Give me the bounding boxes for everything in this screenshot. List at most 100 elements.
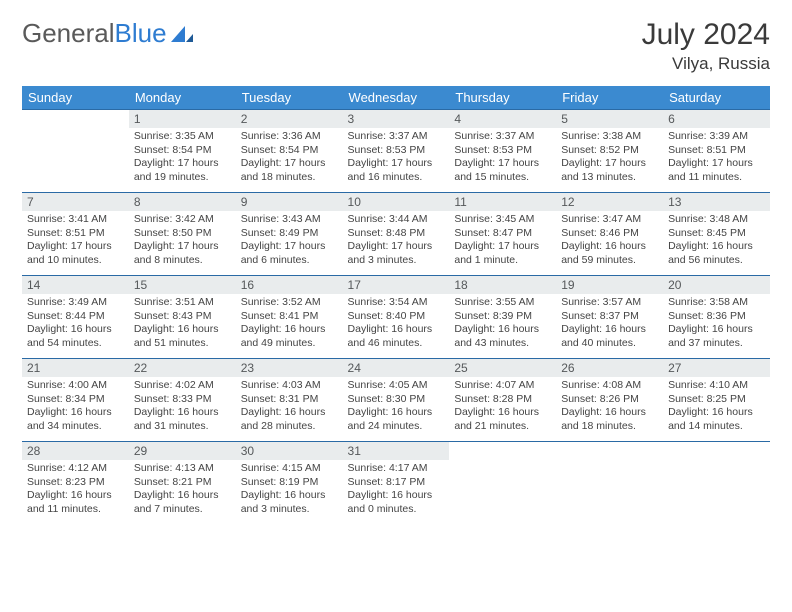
calendar-day-cell: 7Sunrise: 3:41 AMSunset: 8:51 PMDaylight… bbox=[22, 193, 129, 276]
day-number: 11 bbox=[449, 193, 556, 211]
calendar-week-row: 28Sunrise: 4:12 AMSunset: 8:23 PMDayligh… bbox=[22, 442, 770, 525]
day-number: 16 bbox=[236, 276, 343, 294]
day-number: 27 bbox=[663, 359, 770, 377]
month-title: July 2024 bbox=[642, 18, 770, 52]
day-number: 13 bbox=[663, 193, 770, 211]
day-details: Sunrise: 3:37 AMSunset: 8:53 PMDaylight:… bbox=[343, 128, 450, 189]
day-number bbox=[663, 442, 770, 460]
calendar-day-cell: 10Sunrise: 3:44 AMSunset: 8:48 PMDayligh… bbox=[343, 193, 450, 276]
day-number bbox=[556, 442, 663, 460]
day-number: 9 bbox=[236, 193, 343, 211]
day-details: Sunrise: 4:00 AMSunset: 8:34 PMDaylight:… bbox=[22, 377, 129, 438]
day-details: Sunrise: 4:13 AMSunset: 8:21 PMDaylight:… bbox=[129, 460, 236, 521]
calendar-day-cell: 24Sunrise: 4:05 AMSunset: 8:30 PMDayligh… bbox=[343, 359, 450, 442]
day-number: 26 bbox=[556, 359, 663, 377]
weekday-header: Sunday bbox=[22, 86, 129, 110]
day-number: 5 bbox=[556, 110, 663, 128]
day-number: 1 bbox=[129, 110, 236, 128]
day-number bbox=[22, 110, 129, 128]
day-number: 30 bbox=[236, 442, 343, 460]
calendar-day-cell: 21Sunrise: 4:00 AMSunset: 8:34 PMDayligh… bbox=[22, 359, 129, 442]
day-details: Sunrise: 3:52 AMSunset: 8:41 PMDaylight:… bbox=[236, 294, 343, 355]
calendar-day-cell: 17Sunrise: 3:54 AMSunset: 8:40 PMDayligh… bbox=[343, 276, 450, 359]
day-details: Sunrise: 3:57 AMSunset: 8:37 PMDaylight:… bbox=[556, 294, 663, 355]
calendar-day-cell: 15Sunrise: 3:51 AMSunset: 8:43 PMDayligh… bbox=[129, 276, 236, 359]
day-number: 28 bbox=[22, 442, 129, 460]
day-details: Sunrise: 3:54 AMSunset: 8:40 PMDaylight:… bbox=[343, 294, 450, 355]
logo-text-blue: Blue bbox=[115, 18, 167, 49]
calendar-week-row: 7Sunrise: 3:41 AMSunset: 8:51 PMDaylight… bbox=[22, 193, 770, 276]
day-details: Sunrise: 4:10 AMSunset: 8:25 PMDaylight:… bbox=[663, 377, 770, 438]
calendar-day-cell: 16Sunrise: 3:52 AMSunset: 8:41 PMDayligh… bbox=[236, 276, 343, 359]
day-details: Sunrise: 3:41 AMSunset: 8:51 PMDaylight:… bbox=[22, 211, 129, 272]
calendar-day-cell bbox=[663, 442, 770, 525]
calendar-day-cell: 30Sunrise: 4:15 AMSunset: 8:19 PMDayligh… bbox=[236, 442, 343, 525]
header: GeneralBlue July 2024 Vilya, Russia bbox=[22, 18, 770, 74]
day-number: 29 bbox=[129, 442, 236, 460]
weekday-header: Friday bbox=[556, 86, 663, 110]
calendar-day-cell: 2Sunrise: 3:36 AMSunset: 8:54 PMDaylight… bbox=[236, 110, 343, 193]
day-details: Sunrise: 3:35 AMSunset: 8:54 PMDaylight:… bbox=[129, 128, 236, 189]
day-number: 10 bbox=[343, 193, 450, 211]
day-number: 6 bbox=[663, 110, 770, 128]
day-details: Sunrise: 3:37 AMSunset: 8:53 PMDaylight:… bbox=[449, 128, 556, 189]
calendar-day-cell: 23Sunrise: 4:03 AMSunset: 8:31 PMDayligh… bbox=[236, 359, 343, 442]
day-details: Sunrise: 4:03 AMSunset: 8:31 PMDaylight:… bbox=[236, 377, 343, 438]
title-block: July 2024 Vilya, Russia bbox=[642, 18, 770, 74]
day-details: Sunrise: 4:02 AMSunset: 8:33 PMDaylight:… bbox=[129, 377, 236, 438]
calendar-day-cell: 26Sunrise: 4:08 AMSunset: 8:26 PMDayligh… bbox=[556, 359, 663, 442]
day-details: Sunrise: 4:07 AMSunset: 8:28 PMDaylight:… bbox=[449, 377, 556, 438]
day-number: 24 bbox=[343, 359, 450, 377]
day-number: 25 bbox=[449, 359, 556, 377]
day-details: Sunrise: 3:42 AMSunset: 8:50 PMDaylight:… bbox=[129, 211, 236, 272]
calendar-day-cell: 12Sunrise: 3:47 AMSunset: 8:46 PMDayligh… bbox=[556, 193, 663, 276]
day-number: 22 bbox=[129, 359, 236, 377]
location: Vilya, Russia bbox=[642, 54, 770, 74]
day-number: 7 bbox=[22, 193, 129, 211]
calendar-week-row: 1Sunrise: 3:35 AMSunset: 8:54 PMDaylight… bbox=[22, 110, 770, 193]
calendar-day-cell: 9Sunrise: 3:43 AMSunset: 8:49 PMDaylight… bbox=[236, 193, 343, 276]
day-details: Sunrise: 4:05 AMSunset: 8:30 PMDaylight:… bbox=[343, 377, 450, 438]
day-number: 20 bbox=[663, 276, 770, 294]
day-details: Sunrise: 4:17 AMSunset: 8:17 PMDaylight:… bbox=[343, 460, 450, 521]
day-number: 21 bbox=[22, 359, 129, 377]
day-number: 14 bbox=[22, 276, 129, 294]
day-number: 23 bbox=[236, 359, 343, 377]
day-number: 19 bbox=[556, 276, 663, 294]
logo-text-general: General bbox=[22, 18, 115, 49]
day-details: Sunrise: 3:49 AMSunset: 8:44 PMDaylight:… bbox=[22, 294, 129, 355]
day-number bbox=[449, 442, 556, 460]
calendar-day-cell bbox=[22, 110, 129, 193]
weekday-header-row: SundayMondayTuesdayWednesdayThursdayFrid… bbox=[22, 86, 770, 110]
logo-sail-icon bbox=[169, 24, 195, 44]
day-details: Sunrise: 4:08 AMSunset: 8:26 PMDaylight:… bbox=[556, 377, 663, 438]
day-number: 4 bbox=[449, 110, 556, 128]
calendar-day-cell: 29Sunrise: 4:13 AMSunset: 8:21 PMDayligh… bbox=[129, 442, 236, 525]
calendar-day-cell: 5Sunrise: 3:38 AMSunset: 8:52 PMDaylight… bbox=[556, 110, 663, 193]
calendar-week-row: 21Sunrise: 4:00 AMSunset: 8:34 PMDayligh… bbox=[22, 359, 770, 442]
day-details: Sunrise: 3:55 AMSunset: 8:39 PMDaylight:… bbox=[449, 294, 556, 355]
day-number: 15 bbox=[129, 276, 236, 294]
calendar-day-cell: 13Sunrise: 3:48 AMSunset: 8:45 PMDayligh… bbox=[663, 193, 770, 276]
calendar-day-cell: 1Sunrise: 3:35 AMSunset: 8:54 PMDaylight… bbox=[129, 110, 236, 193]
calendar-day-cell: 3Sunrise: 3:37 AMSunset: 8:53 PMDaylight… bbox=[343, 110, 450, 193]
day-number: 17 bbox=[343, 276, 450, 294]
calendar-day-cell: 19Sunrise: 3:57 AMSunset: 8:37 PMDayligh… bbox=[556, 276, 663, 359]
day-details: Sunrise: 3:47 AMSunset: 8:46 PMDaylight:… bbox=[556, 211, 663, 272]
day-number: 2 bbox=[236, 110, 343, 128]
day-number: 8 bbox=[129, 193, 236, 211]
logo: GeneralBlue bbox=[22, 18, 195, 49]
calendar-day-cell: 18Sunrise: 3:55 AMSunset: 8:39 PMDayligh… bbox=[449, 276, 556, 359]
calendar-day-cell: 27Sunrise: 4:10 AMSunset: 8:25 PMDayligh… bbox=[663, 359, 770, 442]
calendar-day-cell: 11Sunrise: 3:45 AMSunset: 8:47 PMDayligh… bbox=[449, 193, 556, 276]
day-details: Sunrise: 3:58 AMSunset: 8:36 PMDaylight:… bbox=[663, 294, 770, 355]
day-number: 18 bbox=[449, 276, 556, 294]
calendar-day-cell: 22Sunrise: 4:02 AMSunset: 8:33 PMDayligh… bbox=[129, 359, 236, 442]
day-details: Sunrise: 4:12 AMSunset: 8:23 PMDaylight:… bbox=[22, 460, 129, 521]
day-number: 3 bbox=[343, 110, 450, 128]
calendar-day-cell: 28Sunrise: 4:12 AMSunset: 8:23 PMDayligh… bbox=[22, 442, 129, 525]
calendar-day-cell bbox=[449, 442, 556, 525]
calendar-day-cell: 20Sunrise: 3:58 AMSunset: 8:36 PMDayligh… bbox=[663, 276, 770, 359]
day-number: 31 bbox=[343, 442, 450, 460]
day-details: Sunrise: 3:36 AMSunset: 8:54 PMDaylight:… bbox=[236, 128, 343, 189]
